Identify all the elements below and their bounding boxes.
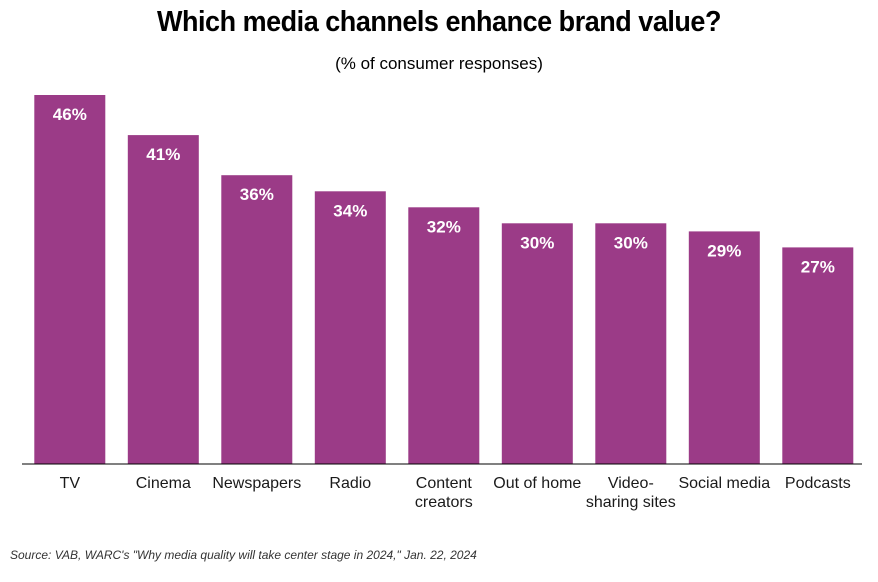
bar <box>688 231 760 464</box>
category-label: TV <box>60 475 81 492</box>
source-note: Source: VAB, WARC's "Why media quality w… <box>10 548 477 562</box>
bar-value-label: 41% <box>146 145 180 164</box>
bar-value-label: 30% <box>520 233 554 252</box>
bar <box>314 191 386 465</box>
category-label: Out of home <box>493 475 581 492</box>
category-label: Content creators <box>415 475 473 511</box>
bar <box>221 175 293 464</box>
bar-value-label: 46% <box>53 105 87 124</box>
bar <box>408 207 480 465</box>
bar-value-label: 36% <box>240 185 274 204</box>
chart-subtitle: (% of consumer responses) <box>335 54 543 73</box>
category-label: Radio <box>329 475 371 492</box>
category-label: Social media <box>678 475 770 492</box>
bar-value-label: 34% <box>333 201 367 220</box>
bar <box>127 135 199 464</box>
category-label: Newspapers <box>212 475 301 492</box>
bar <box>34 95 106 464</box>
bar <box>501 223 573 464</box>
category-label: Video-sharing sites <box>586 475 676 511</box>
category-label: Podcasts <box>785 475 851 492</box>
bar-value-label: 29% <box>707 241 741 260</box>
bar-value-label: 27% <box>801 257 835 276</box>
chart-title: Which media channels enhance brand value… <box>157 6 721 38</box>
bar <box>782 247 854 464</box>
bar-value-label: 32% <box>427 217 461 236</box>
bar <box>595 223 667 464</box>
bar-value-label: 30% <box>614 233 648 252</box>
category-label: Cinema <box>136 475 191 492</box>
